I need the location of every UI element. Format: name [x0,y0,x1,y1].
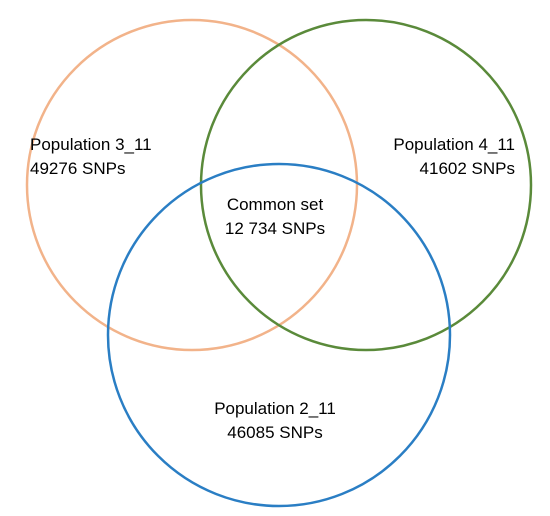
population-3-11-count: 49276 SNPs [30,159,126,178]
population-2-11-circle [106,162,452,508]
common-set-label: Common set 12 734 SNPs [200,193,350,241]
common-set-count: 12 734 SNPs [224,219,326,238]
population-3-11-circle [25,18,359,352]
population-4-11-name: Population 4_11 [393,135,515,154]
population-4-11-count: 41602 SNPs [419,159,515,178]
population-4-11-circle [199,18,533,352]
population-3-11-label: Population 3_11 49276 SNPs [30,133,152,181]
population-2-11-name: Population 2_11 [214,399,336,418]
population-2-11-label: Population 2_11 46085 SNPs [180,397,370,445]
population-2-11-count: 46085 SNPs [227,423,323,442]
population-4-11-label: Population 4_11 41602 SNPs [357,133,515,181]
population-3-11-name: Population 3_11 [30,135,152,154]
common-set-name: Common set [226,195,324,214]
